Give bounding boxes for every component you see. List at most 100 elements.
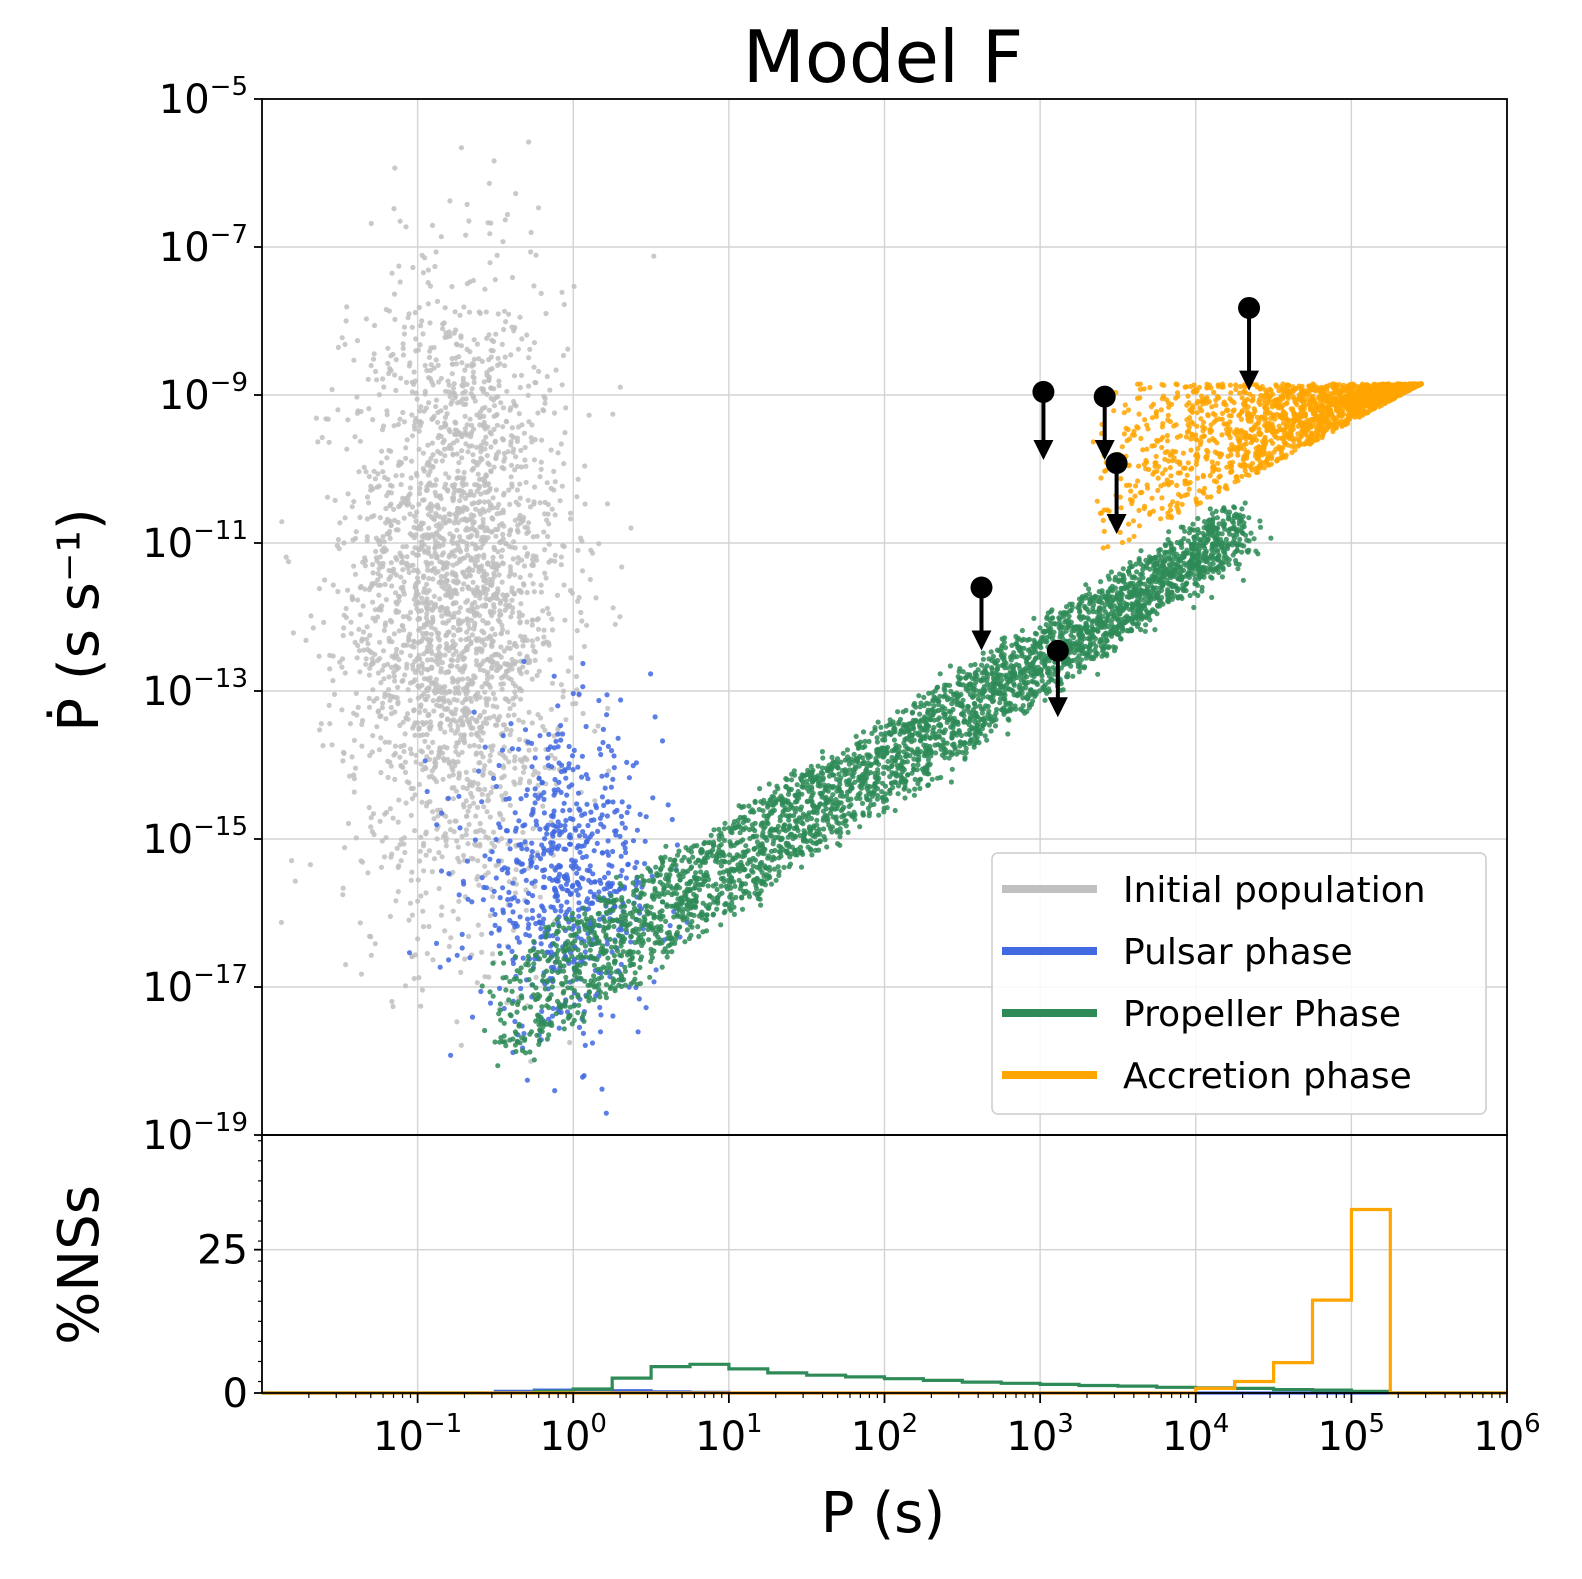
initial-point [340, 892, 346, 898]
initial-point [433, 510, 439, 517]
pulsar-point [506, 889, 512, 896]
initial-point [461, 304, 467, 310]
pulsar-point [507, 846, 513, 852]
propeller-point [581, 905, 587, 911]
initial-point [441, 446, 448, 452]
initial-point [538, 459, 544, 465]
initial-point [517, 619, 523, 625]
pulsar-point [635, 1029, 641, 1035]
initial-point [475, 690, 481, 696]
pulsar-point [604, 772, 610, 778]
initial-point [463, 232, 469, 238]
initial-point [486, 974, 492, 980]
initial-point [446, 943, 452, 950]
pulsar-point [608, 784, 615, 790]
initial-point [365, 641, 371, 647]
initial-point [452, 309, 458, 315]
initial-point [364, 534, 370, 540]
initial-point [454, 342, 460, 348]
propeller-point [1219, 531, 1225, 537]
initial-point [424, 950, 430, 957]
propeller-point [1081, 665, 1087, 671]
pulsar-point [582, 833, 588, 839]
initial-point [475, 646, 481, 652]
initial-point [465, 841, 471, 847]
initial-point [423, 890, 429, 896]
initial-point [332, 497, 338, 503]
pulsar-point [521, 658, 527, 665]
initial-point [469, 601, 475, 607]
initial-point [437, 684, 443, 690]
initial-point [416, 627, 422, 633]
initial-point [375, 577, 381, 583]
propeller-point [1191, 572, 1197, 578]
pulsar-point [566, 743, 572, 750]
initial-point [531, 648, 537, 654]
initial-point [462, 956, 468, 962]
propeller-point [603, 982, 610, 988]
pulsar-point [516, 746, 522, 752]
initial-point [380, 700, 386, 706]
initial-point [478, 442, 484, 448]
initial-point [456, 898, 462, 904]
initial-point [482, 689, 488, 695]
initial-point [551, 468, 557, 474]
initial-point [517, 574, 523, 581]
initial-point [379, 705, 385, 711]
initial-point [389, 639, 395, 645]
initial-point [375, 471, 381, 477]
initial-point [374, 558, 380, 564]
initial-point [462, 573, 468, 579]
initial-point [463, 646, 470, 653]
initial-point [498, 675, 505, 681]
initial-point [364, 516, 370, 522]
pulsar-point [539, 903, 545, 909]
initial-point [420, 450, 426, 456]
initial-point [453, 361, 460, 367]
pulsar-point [586, 877, 592, 883]
pulsar-point [529, 915, 536, 921]
pulsar-point [489, 907, 495, 913]
initial-point [517, 696, 524, 702]
pulsar-point [573, 827, 579, 833]
initial-point [463, 441, 469, 447]
initial-point [345, 491, 351, 497]
propeller-point [845, 829, 851, 836]
initial-point [454, 540, 460, 546]
pulsar-point [510, 880, 516, 886]
pulsar-point [598, 1012, 604, 1018]
pulsar-point [598, 880, 604, 886]
initial-point [582, 501, 588, 507]
initial-point [534, 672, 540, 679]
initial-point [439, 854, 445, 860]
initial-point [490, 559, 496, 565]
initial-point [399, 472, 405, 478]
initial-point [500, 592, 506, 598]
pulsar-point [536, 775, 542, 782]
initial-point [401, 579, 407, 585]
initial-point [459, 586, 465, 592]
initial-point [529, 622, 535, 628]
pulsar-point [522, 727, 529, 733]
initial-point [575, 476, 581, 482]
initial-point [493, 591, 499, 597]
initial-point [537, 894, 543, 900]
pulsar-point [566, 906, 572, 912]
pulsar-point [605, 799, 612, 805]
initial-point [424, 367, 430, 374]
initial-point [330, 582, 336, 588]
initial-point [531, 340, 538, 346]
initial-point [420, 497, 426, 503]
propeller-point [895, 791, 901, 797]
initial-point [383, 716, 389, 722]
initial-point [522, 634, 528, 640]
initial-point [552, 512, 558, 518]
initial-point [385, 360, 391, 366]
initial-point [389, 998, 395, 1005]
initial-point [447, 511, 453, 517]
initial-point [400, 677, 406, 684]
initial-point [487, 231, 493, 237]
pulsar-point [532, 755, 538, 761]
initial-point [409, 379, 415, 385]
initial-point [479, 534, 485, 540]
